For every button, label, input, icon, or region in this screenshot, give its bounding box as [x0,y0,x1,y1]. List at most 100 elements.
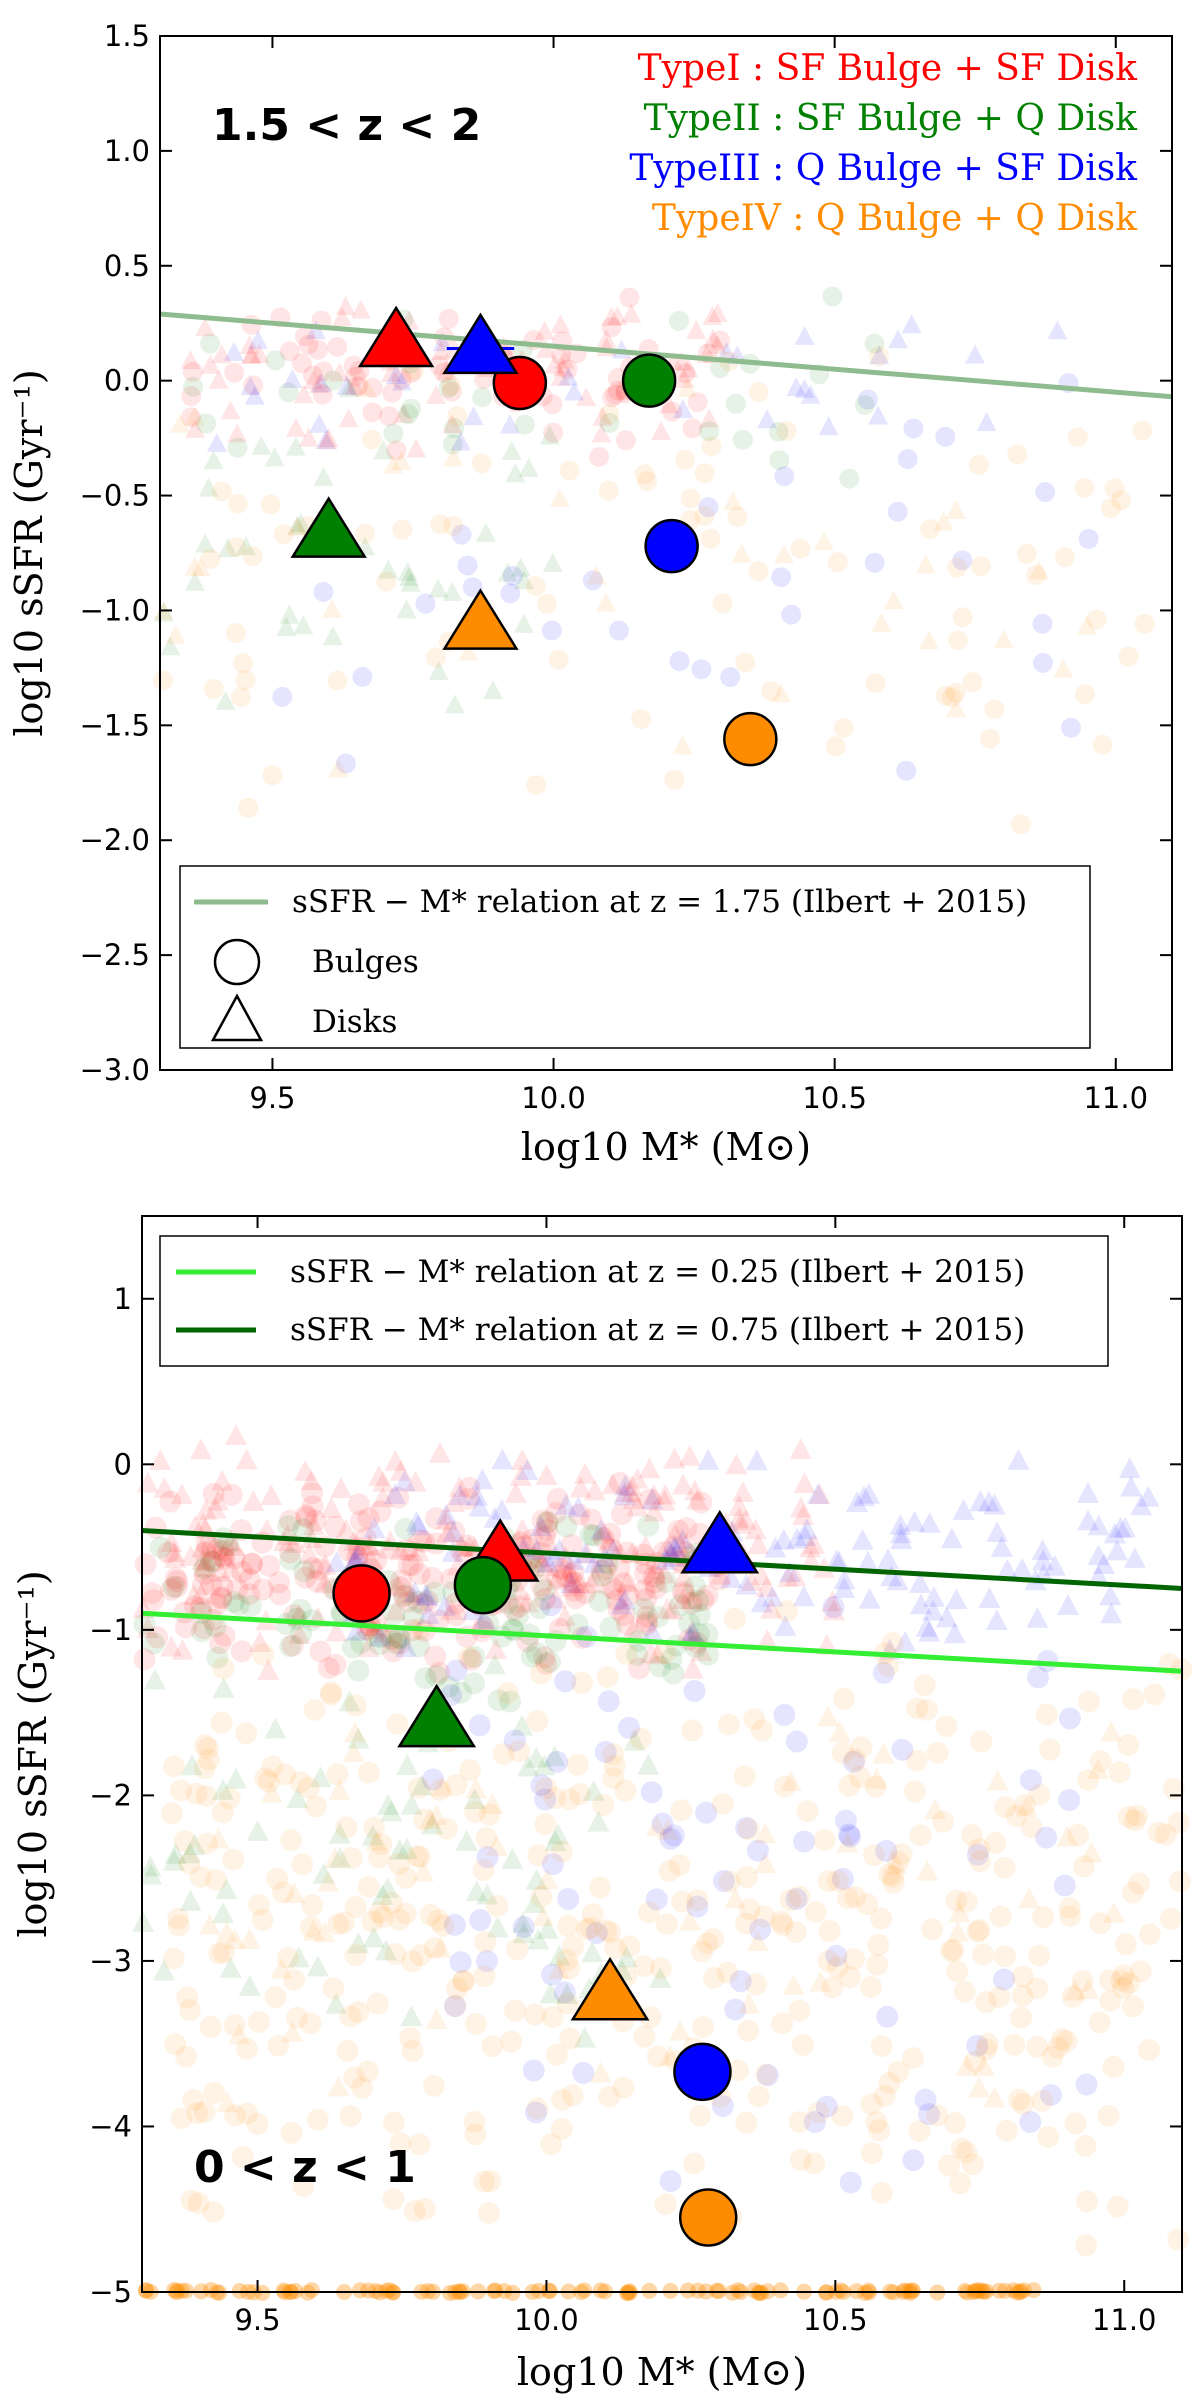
background-point [184,1514,207,1536]
background-point [817,1949,840,1972]
background-point [536,1917,559,1939]
background-point [672,1565,695,1587]
background-point [293,1560,316,1583]
background-point [612,1572,635,1595]
background-point [469,1909,492,1932]
background-point [443,1491,466,1513]
background-point [860,2093,883,2116]
background-point [193,1757,216,1780]
background-point [735,2111,758,2134]
background-point [615,1642,638,1665]
background-point [636,1605,659,1628]
background-point [393,1584,416,1607]
background-point [289,1598,312,1621]
background-point [538,1650,561,1673]
background-point [778,1561,801,1583]
background-point [342,1741,365,1763]
background-point [261,1755,284,1778]
background-point [300,1469,323,1491]
background-point [989,1905,1012,1928]
background-point [408,1562,431,1585]
background-point [664,1537,687,1559]
background-point [686,1889,709,1912]
background-point [842,1750,865,1773]
background-point [903,1780,926,1803]
background-point [844,1885,867,1908]
background-point [501,440,522,460]
background-point [309,1766,332,1788]
background-point [350,1510,373,1533]
background-point [400,572,421,592]
background-point [318,427,339,447]
background-point [525,1868,548,1890]
background-point [293,615,314,635]
background-point [790,2148,813,2171]
background-point [238,1583,261,1606]
background-point [549,1557,572,1580]
redshift-label-top: 1.5 < z < 2 [212,100,481,151]
median-marker-typeiii-disk [680,1509,760,1574]
background-point [542,552,563,572]
background-point [452,1969,475,1992]
background-point [1128,1872,1151,1895]
background-point [949,2172,972,2195]
background-point [476,1883,499,1905]
background-point [294,1459,317,1481]
background-point [444,694,465,714]
background-point [639,2006,662,2029]
background-point [1118,1972,1141,1995]
background-point [1067,427,1088,448]
background-point [1047,320,1068,340]
median-marker-typeii-disk [290,496,367,558]
background-point [975,2038,998,2061]
legend-box-bottom [159,1235,1109,1367]
background-point [477,1612,500,1635]
background-point [279,1548,302,1571]
background-point [463,1788,486,1810]
background-point [1016,543,1037,564]
background-point [570,1671,593,1694]
background-point [258,1554,281,1577]
background-point [189,1865,212,1888]
plot-frame-top [159,35,1173,1071]
background-point [192,1573,215,1596]
background-point [791,2033,814,2056]
background-point [603,1754,626,1777]
background-point [1117,1734,1140,1757]
background-point [146,1626,169,1649]
background-point [211,1902,234,1923]
background-point [983,1493,1006,1515]
background-point [569,1476,592,1498]
background-point [995,2119,1018,2142]
background-point [1099,1989,1122,2012]
background-point [164,1842,187,1864]
background-point [822,1599,845,1621]
background-point [663,1522,686,1544]
background-point [592,1793,615,1816]
background-point [659,1827,682,1850]
background-point [526,774,547,795]
background-point [660,1647,683,1670]
background-point [516,1459,539,1480]
background-point [504,1482,527,1503]
background-point [312,1862,335,1884]
legend-text-bulges: Bulges [312,944,419,980]
background-point [561,2084,584,2107]
background-point [505,463,526,483]
background-point [251,1908,274,1931]
background-point [945,1889,968,1912]
background-point [583,1552,606,1574]
background-point [711,2094,734,2117]
background-point [412,1860,435,1882]
background-point [865,2111,888,2134]
background-point [327,1913,350,1936]
background-point [968,454,989,475]
background-point [163,1541,186,1562]
background-point [180,1754,203,1776]
background-point [794,379,815,399]
background-point [320,1497,343,1519]
background-point [1167,1811,1190,1834]
floor-point [592,2282,609,2299]
background-point [313,1572,336,1594]
background-point [836,1887,859,1910]
